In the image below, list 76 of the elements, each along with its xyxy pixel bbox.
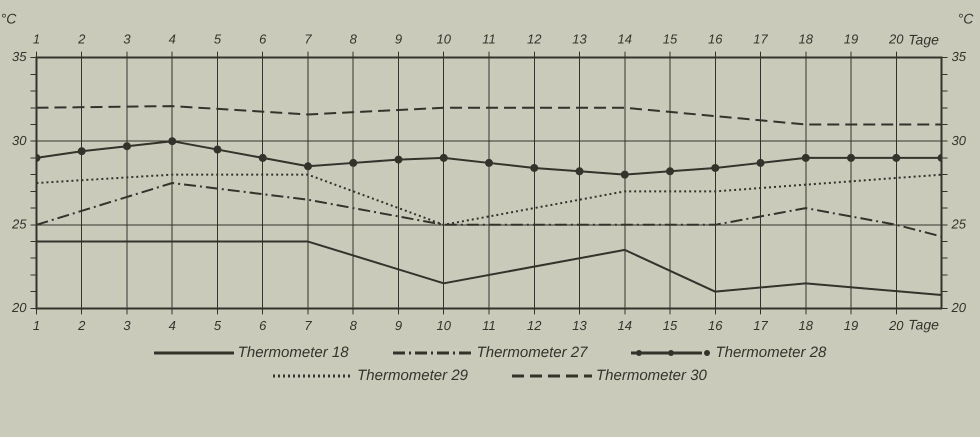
y-tick-label: 25 — [10, 216, 28, 232]
point — [304, 162, 312, 170]
point — [711, 164, 720, 172]
x2-tick-label: 8 — [350, 31, 358, 46]
x-tick-label: 19 — [844, 318, 858, 333]
x2-tick-label: 1 — [32, 31, 40, 46]
x-tick-label: 5 — [214, 318, 222, 333]
x2-tick-label: 17 — [753, 31, 769, 46]
x2-axis-title: Tage — [908, 31, 940, 48]
point — [485, 158, 493, 167]
x-tick-label: 16 — [708, 318, 724, 333]
y2-tick-label: 25 — [950, 216, 967, 232]
x-tick-label: 14 — [618, 318, 632, 333]
point — [576, 167, 584, 176]
y2-axis-title: °C — [958, 10, 974, 26]
legend-label: Thermometer 28 — [715, 344, 826, 361]
x-tick-label: 17 — [753, 318, 769, 333]
point — [213, 146, 222, 154]
point — [620, 170, 629, 179]
point — [349, 158, 358, 167]
point — [258, 154, 267, 162]
x-tick-label: 4 — [168, 318, 176, 333]
x-tick-label: 20 — [888, 318, 904, 333]
x2-tick-label: 18 — [798, 31, 814, 46]
point — [440, 154, 448, 162]
x-tick-label: 15 — [662, 318, 678, 333]
x2-tick-label: 12 — [527, 31, 542, 46]
point — [666, 167, 674, 176]
legend-label: Thermometer 29 — [357, 367, 468, 384]
y-tick-label: 35 — [12, 49, 28, 64]
x2-tick-label: 9 — [394, 31, 402, 46]
x-tick-label: 8 — [350, 318, 358, 333]
legend-label: Thermometer 18 — [238, 344, 349, 361]
point — [892, 154, 900, 162]
y2-tick-label: 20 — [950, 300, 967, 316]
x-tick-label: 2 — [77, 318, 86, 333]
x2-tick-label: 7 — [304, 31, 312, 46]
x2-tick-label: 14 — [618, 31, 632, 46]
y2-tick-label: 30 — [952, 132, 967, 148]
x2-tick-label: 2 — [77, 31, 86, 46]
y-tick-label: 30 — [12, 132, 28, 148]
x-tick-label: 13 — [572, 318, 588, 333]
x-tick-label: 3 — [123, 318, 132, 333]
x2-tick-label: 19 — [844, 31, 858, 46]
x-tick-label: 18 — [798, 318, 814, 333]
x-axis-title: Tage — [908, 316, 940, 332]
x2-tick-label: 20 — [888, 31, 904, 46]
point — [847, 154, 856, 162]
y-tick-label: 20 — [10, 300, 28, 316]
y-axis-title: °C — [0, 10, 18, 26]
point — [122, 142, 131, 150]
x2-tick-label: 16 — [708, 31, 724, 46]
x-tick-label: 6 — [259, 318, 268, 333]
x-tick-label: 7 — [304, 318, 312, 333]
x2-tick-label: 11 — [482, 31, 496, 46]
x2-tick-label: 10 — [436, 31, 452, 46]
point — [802, 154, 810, 162]
x-tick-label: 10 — [436, 318, 452, 333]
x2-tick-label: 6 — [259, 31, 268, 46]
x2-tick-label: 13 — [572, 31, 588, 46]
x2-tick-label: 4 — [168, 31, 176, 46]
x2-tick-label: 5 — [214, 31, 222, 46]
point — [168, 137, 176, 146]
x2-tick-label: 3 — [123, 31, 132, 46]
point — [530, 164, 538, 172]
x-tick-label: 9 — [394, 318, 402, 333]
x-tick-label: 11 — [482, 318, 496, 333]
legend-label: Thermometer 30 — [596, 367, 707, 384]
point — [394, 156, 402, 164]
x-tick-label: 12 — [527, 318, 542, 333]
point — [78, 147, 86, 156]
x2-tick-label: 15 — [662, 31, 678, 46]
x-tick-label: 1 — [32, 318, 40, 333]
point — [756, 158, 765, 167]
legend-label: Thermometer 27 — [476, 344, 588, 361]
y2-tick-label: 35 — [952, 49, 967, 64]
